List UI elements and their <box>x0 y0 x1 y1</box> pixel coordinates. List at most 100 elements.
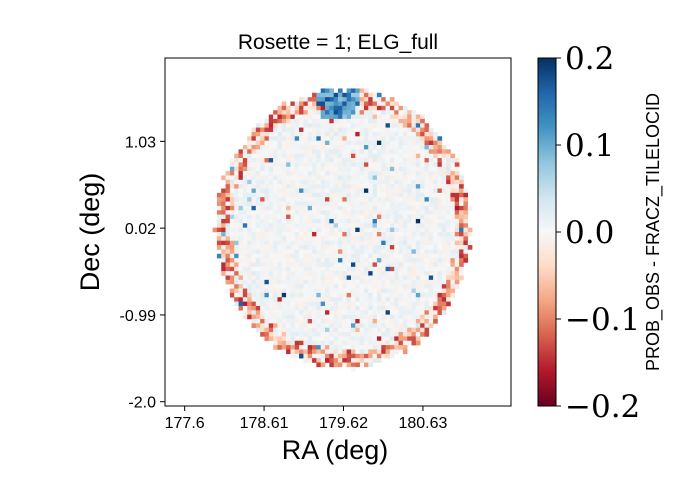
heatmap-cell <box>238 292 244 298</box>
heatmap-cell <box>368 214 373 220</box>
heatmap-cell <box>363 123 369 128</box>
heatmap-cell <box>242 166 248 172</box>
heatmap-cell <box>286 201 291 207</box>
heatmap-cell <box>407 175 412 181</box>
heatmap-cell <box>450 153 456 159</box>
heatmap-cell <box>342 332 347 337</box>
heatmap-cell <box>437 179 443 185</box>
heatmap-cell <box>402 271 408 276</box>
heatmap-cell <box>325 349 330 355</box>
heatmap-cell <box>320 184 326 189</box>
heatmap-cell <box>381 210 386 215</box>
heatmap-cell <box>255 166 261 172</box>
heatmap-cell <box>299 136 304 141</box>
heatmap-cell <box>376 345 382 350</box>
heatmap-cell <box>247 223 252 228</box>
heatmap-cell <box>355 101 360 107</box>
heatmap-cell <box>281 118 287 124</box>
heatmap-cell <box>346 97 352 102</box>
heatmap-cell <box>294 162 300 168</box>
heatmap-cell <box>381 123 386 128</box>
heatmap-cell <box>290 253 296 259</box>
heatmap-cell <box>225 171 231 176</box>
heatmap-cell <box>255 131 261 137</box>
heatmap-cell <box>433 266 438 272</box>
heatmap-cell <box>303 158 309 163</box>
heatmap-cell <box>359 123 365 128</box>
heatmap-cell <box>398 184 404 189</box>
heatmap-cell <box>398 314 404 320</box>
heatmap-cell <box>260 240 265 246</box>
heatmap-cell <box>281 184 287 189</box>
heatmap-cell <box>398 153 404 159</box>
heatmap-cell <box>407 245 412 250</box>
heatmap-cell <box>260 275 265 281</box>
heatmap-cell <box>394 140 399 146</box>
heatmap-cell <box>407 332 412 337</box>
heatmap-cell <box>381 236 386 241</box>
heatmap-cell <box>299 340 304 346</box>
heatmap-cell <box>428 240 434 246</box>
heatmap-cell <box>433 297 438 302</box>
heatmap-cell <box>303 223 309 228</box>
heatmap-cell <box>303 171 309 176</box>
x-tick-label: 179.62 <box>319 415 368 432</box>
heatmap-cell <box>389 210 395 215</box>
heatmap-cell <box>325 271 330 276</box>
heatmap-cell <box>307 253 313 259</box>
heatmap-cell <box>411 184 417 189</box>
heatmap-cell <box>420 162 425 168</box>
heatmap-cell <box>420 223 425 228</box>
heatmap-cell <box>234 192 239 198</box>
heatmap-cell <box>454 192 460 198</box>
heatmap-cell <box>355 358 360 363</box>
heatmap-cell <box>268 236 274 241</box>
heatmap-cell <box>255 236 261 241</box>
heatmap-cell <box>320 336 326 342</box>
heatmap-cell <box>221 192 226 198</box>
heatmap-cell <box>428 136 434 141</box>
heatmap-cell <box>424 266 430 272</box>
heatmap-cell <box>359 223 365 228</box>
heatmap-cell <box>346 284 352 289</box>
heatmap-cell <box>450 232 456 237</box>
heatmap-cell <box>420 284 425 289</box>
heatmap-cell <box>398 210 404 215</box>
heatmap-cell <box>264 297 270 302</box>
heatmap-cell <box>338 197 343 202</box>
heatmap-cell <box>307 323 313 328</box>
heatmap-cell <box>385 175 391 181</box>
heatmap-cell <box>286 262 291 268</box>
heatmap-cell <box>372 179 378 185</box>
heatmap-cell <box>346 88 352 94</box>
heatmap-cell <box>420 266 425 272</box>
heatmap-cell <box>225 188 231 194</box>
heatmap-cell <box>398 171 404 176</box>
heatmap-cell <box>441 171 447 176</box>
heatmap-cell <box>290 236 296 241</box>
heatmap-cell <box>424 179 430 185</box>
heatmap-cell <box>350 284 356 289</box>
heatmap-cell <box>342 136 347 141</box>
heatmap-cell <box>325 97 330 102</box>
heatmap-cell <box>433 262 438 268</box>
heatmap-cell <box>225 275 231 281</box>
heatmap-cell <box>359 114 365 120</box>
heatmap-cell <box>316 336 322 342</box>
heatmap-cell <box>307 332 313 337</box>
heatmap-cell <box>415 245 421 250</box>
heatmap-cell <box>359 288 365 294</box>
heatmap-cell <box>450 227 456 233</box>
heatmap-cell <box>342 319 347 324</box>
heatmap-cell <box>277 271 283 276</box>
heatmap-cell <box>264 327 270 333</box>
heatmap-cell <box>277 118 283 124</box>
heatmap-cell <box>238 297 244 302</box>
heatmap-cell <box>286 227 291 233</box>
heatmap-cell <box>402 105 408 111</box>
heatmap-cell <box>329 184 334 189</box>
heatmap-cell <box>255 284 261 289</box>
heatmap-cell <box>320 131 326 137</box>
heatmap-cell <box>420 118 425 124</box>
heatmap-cell <box>394 175 399 181</box>
